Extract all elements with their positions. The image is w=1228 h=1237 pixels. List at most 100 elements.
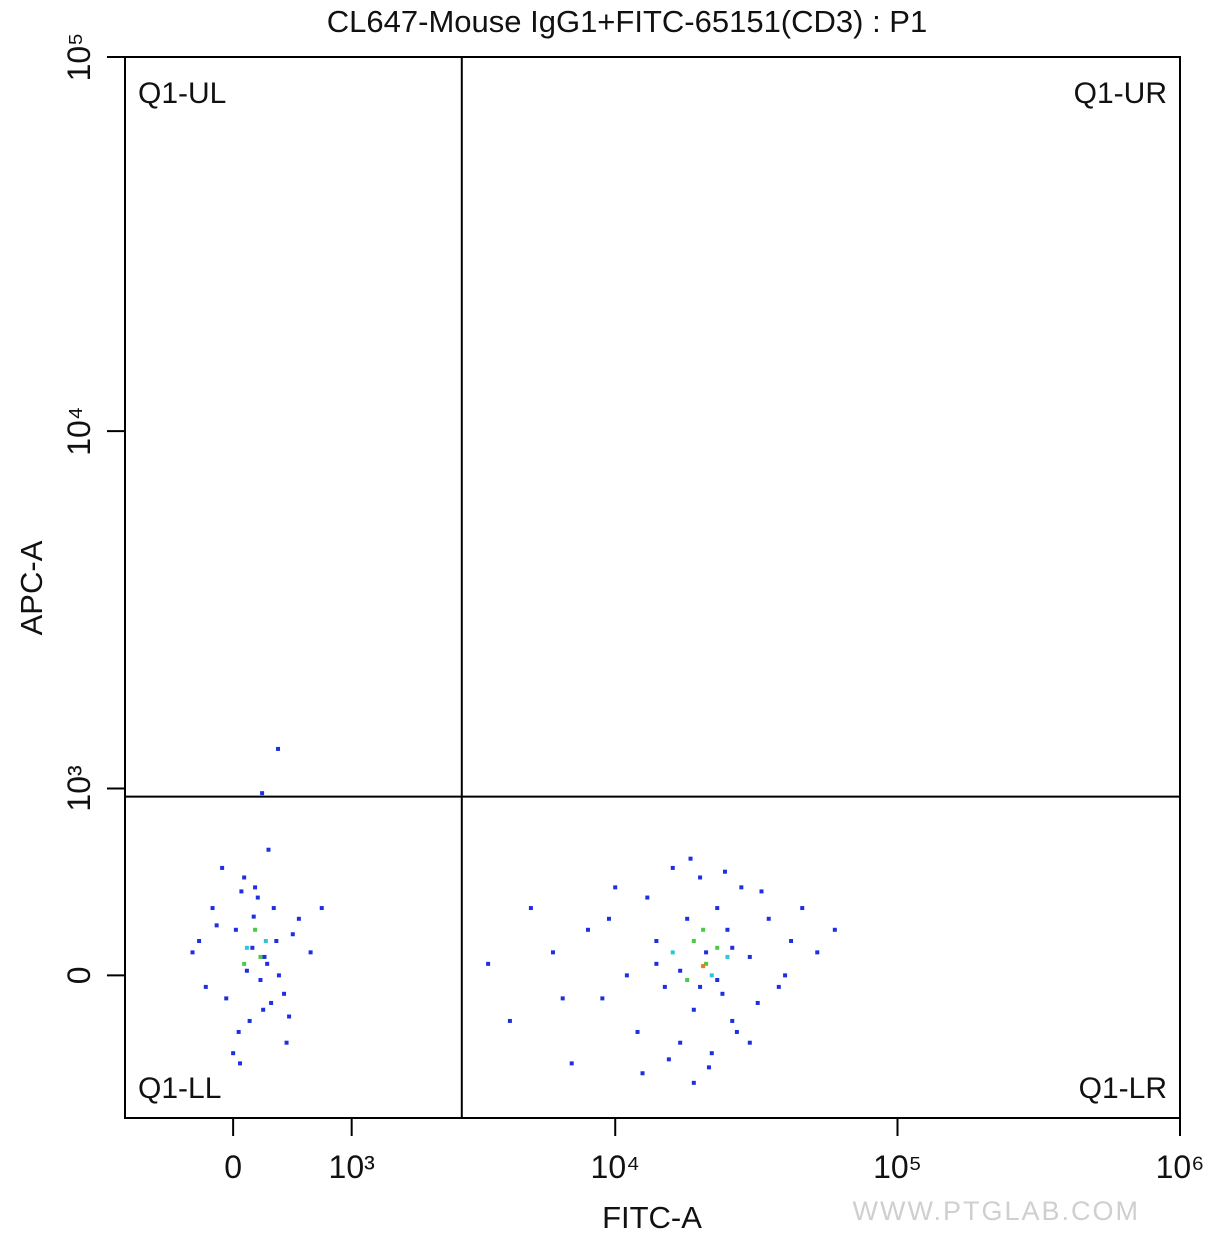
dot — [260, 791, 265, 796]
dot — [720, 991, 725, 996]
dot — [698, 875, 703, 880]
dot — [613, 885, 618, 890]
x-tick-label: 0 — [224, 1149, 242, 1185]
dot — [266, 847, 271, 852]
dot — [678, 1040, 683, 1045]
dot — [688, 856, 693, 861]
dot — [585, 927, 590, 932]
y-tick-label: 10³ — [61, 765, 97, 812]
dot — [244, 945, 249, 950]
dot — [766, 916, 771, 921]
y-tick-label: 10⁴ — [61, 406, 97, 455]
dot — [691, 938, 696, 943]
quadrant-label: Q1-LL — [138, 1072, 221, 1105]
dot — [715, 977, 720, 982]
dot — [290, 932, 295, 937]
plot-frame — [124, 56, 1181, 1119]
dot — [197, 938, 202, 943]
dot — [282, 991, 287, 996]
dot — [247, 1018, 252, 1023]
dot — [654, 961, 659, 966]
x-axis-label: FITC-A — [602, 1200, 702, 1235]
dot — [224, 996, 229, 1001]
x-tick-label: 10⁵ — [873, 1149, 922, 1185]
y-tick-label: 10⁵ — [61, 33, 97, 82]
dot — [251, 914, 256, 919]
dot — [709, 973, 714, 978]
dot — [203, 984, 208, 989]
dot — [242, 961, 247, 966]
dot — [269, 1000, 274, 1005]
dot — [214, 923, 219, 928]
dot — [725, 927, 730, 932]
dot — [747, 1040, 752, 1045]
dot — [747, 954, 752, 959]
dot — [486, 961, 491, 966]
dot — [698, 984, 703, 989]
dot — [783, 973, 788, 978]
dot — [670, 865, 675, 870]
x-tick-label: 10⁴ — [591, 1149, 640, 1185]
dot — [190, 950, 195, 955]
y-axis-label: APC-A — [14, 540, 49, 635]
dot — [600, 996, 605, 1001]
dot — [734, 1029, 739, 1034]
dot — [730, 945, 735, 950]
dot — [709, 1051, 714, 1056]
dot — [722, 869, 727, 874]
dot — [606, 916, 611, 921]
dot — [236, 1029, 241, 1034]
dot — [210, 906, 215, 911]
dot — [233, 927, 238, 932]
dot — [685, 977, 690, 982]
dot — [261, 1007, 266, 1012]
quadrant-label: Q1-LR — [1079, 1072, 1167, 1105]
dot — [258, 977, 263, 982]
dot — [258, 954, 263, 959]
dot — [244, 968, 249, 973]
dot — [759, 889, 764, 894]
dot — [239, 889, 244, 894]
dot — [274, 938, 279, 943]
dot — [691, 1080, 696, 1085]
dot — [725, 954, 730, 959]
dot — [685, 916, 690, 921]
dot — [701, 927, 706, 932]
chart-title: CL647-Mouse IgG1+FITC-65151(CD3) : P1 — [327, 4, 927, 39]
dot — [263, 938, 268, 943]
dot — [319, 906, 324, 911]
watermark: WWW.PTGLAB.COM — [853, 1196, 1141, 1226]
quadrant-label: Q1-UL — [138, 77, 226, 110]
dot — [262, 954, 267, 959]
dot — [635, 1029, 640, 1034]
y-tick-label: 0 — [61, 966, 97, 984]
dot — [253, 927, 258, 932]
dot — [739, 885, 744, 890]
dot — [715, 945, 720, 950]
dot — [276, 973, 281, 978]
dot — [800, 906, 805, 911]
dot — [242, 875, 247, 880]
dot — [276, 746, 281, 751]
dot — [308, 950, 313, 955]
dot — [704, 961, 709, 966]
dot — [255, 895, 260, 900]
dot — [755, 1000, 760, 1005]
dot — [832, 927, 837, 932]
dot — [220, 865, 225, 870]
dot — [662, 984, 667, 989]
dot — [654, 938, 659, 943]
dot — [528, 906, 533, 911]
dot — [776, 984, 781, 989]
dot — [624, 973, 629, 978]
dot — [715, 906, 720, 911]
dot — [815, 950, 820, 955]
dot — [560, 996, 565, 1001]
dot — [704, 950, 709, 955]
dot — [678, 968, 683, 973]
dot — [231, 1051, 236, 1056]
dot — [569, 1061, 574, 1066]
dot — [701, 964, 706, 969]
dot — [645, 895, 650, 900]
